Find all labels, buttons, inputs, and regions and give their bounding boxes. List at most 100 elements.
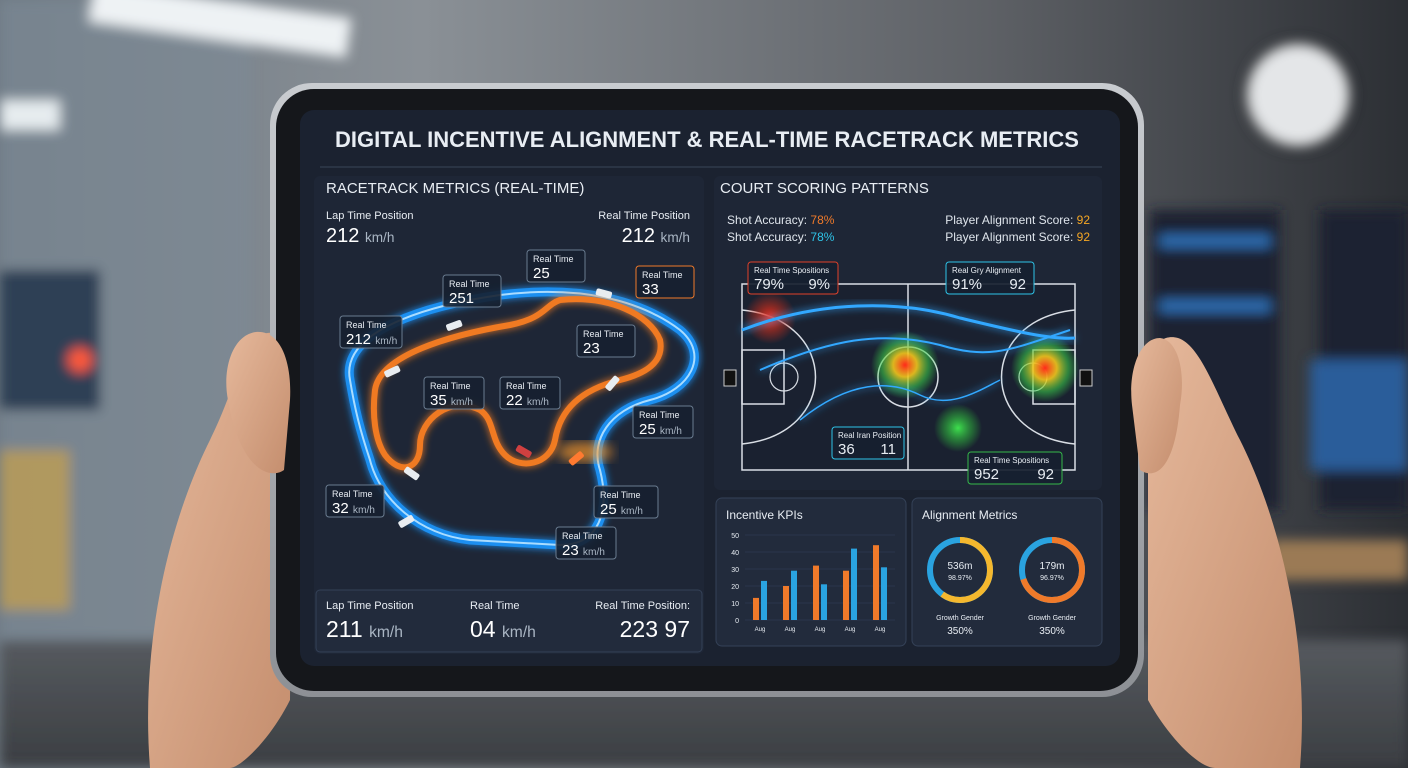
court-stat-value: 78% — [810, 213, 834, 227]
gauge-arc — [927, 537, 993, 603]
unit: km/h — [660, 426, 682, 437]
callout-box — [576, 324, 636, 358]
bar — [761, 580, 767, 620]
y-tick-label: 10 — [731, 601, 739, 608]
court-callout-value: 36 — [838, 441, 855, 458]
bar — [821, 584, 827, 620]
court-stat-label: Player Alignment Score: — [945, 230, 1073, 244]
value: 212 — [622, 225, 655, 247]
callout-box — [339, 315, 403, 349]
callout-label: Real Time — [449, 279, 490, 289]
gauge-value: 536m — [947, 561, 972, 572]
court-callout-box — [945, 261, 1035, 295]
alignment-panel — [911, 497, 1103, 647]
dashboard: DIGITAL INCENTIVE ALIGNMENT & REAL-TIME … — [314, 127, 1103, 654]
value: 33 — [642, 281, 659, 298]
dashboard-title: DIGITAL INCENTIVE ALIGNMENT & REAL-TIME … — [335, 127, 1079, 152]
court-callout-value: 92 — [1009, 276, 1026, 293]
stat-label: Real Time Position — [598, 210, 690, 222]
y-tick-label: 0 — [735, 618, 739, 625]
unit: km/h — [369, 624, 403, 641]
callout-label: Real Time — [506, 381, 547, 391]
court-callout-label: Real Time Spositions — [974, 456, 1049, 465]
stat-label: Lap Time Position — [326, 210, 413, 222]
value: 22 — [506, 392, 523, 409]
bar — [783, 586, 789, 620]
y-tick-label: 20 — [731, 584, 739, 591]
stat-value: 33 — [642, 281, 659, 298]
callout-box — [555, 526, 617, 560]
court-stat-value: 92 — [1077, 230, 1091, 244]
bar — [851, 548, 857, 620]
x-tick-label: Aug — [815, 627, 826, 633]
stat-value: 25 km/h — [600, 501, 643, 518]
court-callout-value: 91% — [952, 276, 982, 293]
court-stat: Player Alignment Score: 92 — [945, 213, 1090, 227]
stat-label: Lap Time Position — [326, 600, 413, 612]
court-callout-box — [967, 451, 1063, 485]
stat-value: 23 — [583, 340, 600, 357]
callout-box — [423, 376, 485, 410]
stat-value: 23 km/h — [562, 542, 605, 559]
basketball-court — [723, 283, 1093, 471]
unit: km/h — [365, 230, 394, 245]
unit: km/h — [451, 397, 473, 408]
callout-label: Real Time — [642, 270, 683, 280]
bar — [791, 570, 797, 620]
court-callout-label: Real Time Spositions — [754, 266, 829, 275]
gauge-caption: Growth Gender — [1028, 615, 1077, 622]
stat-value: 22 km/h — [506, 392, 549, 409]
value: 212 — [326, 225, 359, 247]
stat-value: 212 km/h — [346, 331, 397, 348]
callout-box — [325, 484, 385, 518]
stat-value: 35 km/h — [430, 392, 473, 409]
court-callout-value: 11 — [880, 441, 896, 458]
value: 23 — [583, 340, 600, 357]
callout-label: Real Time — [639, 410, 680, 420]
track-flare — [557, 442, 613, 462]
callout-box — [442, 274, 502, 308]
unit: km/h — [583, 547, 605, 558]
bar — [873, 545, 879, 620]
stat-label: Real Time — [470, 600, 520, 612]
callout-label: Real Time — [600, 490, 641, 500]
value: 211 — [326, 616, 363, 642]
left-thumb — [226, 331, 291, 474]
value: 25 — [639, 421, 656, 438]
court-stat: Shot Accuracy: 78% — [727, 213, 835, 227]
bar — [813, 565, 819, 620]
court-stat-label: Shot Accuracy: — [727, 213, 807, 227]
callout-box — [526, 249, 586, 283]
court-heading: COURT SCORING PATTERNS — [720, 180, 929, 197]
racetrack-heading: RACETRACK METRICS (REAL-TIME) — [326, 180, 584, 197]
track-inner — [370, 296, 664, 471]
callout-label: Real Time — [533, 254, 574, 264]
court-stat-label: Shot Accuracy: — [727, 230, 807, 244]
x-tick-label: Aug — [845, 627, 856, 633]
court-stat: Shot Accuracy: 78% — [727, 230, 835, 244]
cars — [384, 288, 620, 528]
right-hand — [1145, 337, 1302, 768]
y-tick-label: 30 — [731, 567, 739, 574]
court-stat-label: Player Alignment Score: — [945, 213, 1073, 227]
stat-value: 32 km/h — [332, 500, 375, 517]
value: 223 97 — [620, 616, 690, 642]
court-callout-value: 79% — [754, 276, 784, 293]
value: 25 — [600, 501, 617, 518]
callout-box — [499, 376, 561, 410]
y-tick-label: 40 — [731, 550, 739, 557]
callout-label: Real Time — [332, 489, 373, 499]
value: 212 — [346, 331, 371, 348]
stat-value: 25 km/h — [639, 421, 682, 438]
bar — [881, 567, 887, 620]
unit: km/h — [527, 397, 549, 408]
court-callout-label: Real Gry Alignment — [952, 266, 1022, 275]
value: 35 — [430, 392, 447, 409]
court-stat-value: 78% — [810, 230, 834, 244]
court-callout-value: 952 — [974, 466, 999, 483]
bar — [843, 570, 849, 620]
stat-value: 25 — [533, 265, 550, 282]
y-tick-label: 50 — [731, 533, 739, 540]
